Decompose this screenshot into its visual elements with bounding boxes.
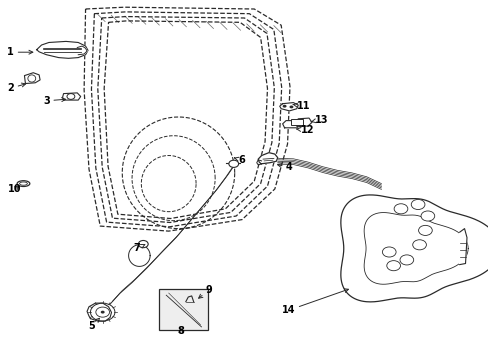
Circle shape	[410, 199, 424, 210]
Text: 1: 1	[7, 47, 33, 57]
Circle shape	[282, 105, 286, 108]
Polygon shape	[282, 121, 299, 128]
Polygon shape	[77, 46, 87, 55]
Circle shape	[228, 160, 238, 167]
Text: 6: 6	[234, 155, 245, 165]
Ellipse shape	[17, 181, 30, 186]
Polygon shape	[258, 153, 277, 164]
Text: 8: 8	[177, 326, 184, 336]
Circle shape	[420, 211, 434, 221]
Text: 2: 2	[7, 83, 25, 93]
Polygon shape	[87, 303, 111, 321]
Text: 9: 9	[198, 285, 212, 298]
Circle shape	[386, 261, 400, 271]
Text: 11: 11	[292, 101, 310, 111]
Text: 13: 13	[310, 114, 328, 125]
Circle shape	[289, 105, 293, 108]
Text: 4: 4	[277, 162, 292, 172]
Text: 12: 12	[296, 125, 314, 135]
Text: 3: 3	[43, 96, 65, 106]
Circle shape	[382, 247, 395, 257]
Circle shape	[412, 240, 426, 250]
Circle shape	[399, 255, 413, 265]
Text: 5: 5	[88, 318, 100, 331]
Text: 14: 14	[281, 289, 348, 315]
Polygon shape	[24, 73, 40, 84]
Polygon shape	[62, 93, 81, 100]
Circle shape	[418, 225, 431, 235]
Polygon shape	[459, 229, 466, 265]
Text: 10: 10	[8, 184, 21, 194]
Circle shape	[138, 240, 148, 248]
Circle shape	[101, 311, 104, 314]
Polygon shape	[37, 41, 88, 58]
Polygon shape	[295, 118, 311, 127]
Bar	[291, 119, 303, 125]
Text: 7: 7	[133, 243, 144, 253]
Circle shape	[393, 204, 407, 214]
Polygon shape	[279, 103, 298, 111]
Bar	[159, 289, 207, 330]
